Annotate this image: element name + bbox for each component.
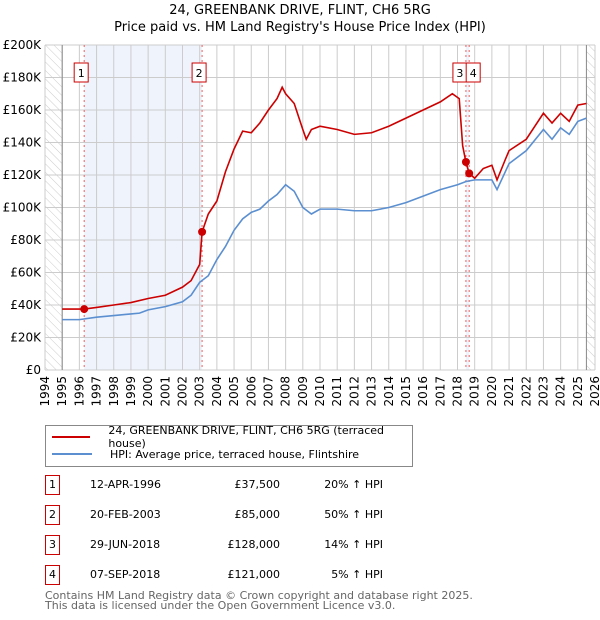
y-tick-label: £140K — [3, 136, 43, 150]
legend: 24, GREENBANK DRIVE, FLINT, CH6 5RG (ter… — [45, 424, 413, 467]
sale-label-text: 4 — [470, 67, 477, 80]
x-tick-label: 2012 — [347, 376, 361, 407]
y-tick-label: £0 — [26, 363, 41, 377]
x-tick-label: 2026 — [588, 376, 600, 407]
sale-hpi-diff: 14% ↑ HPI — [324, 538, 383, 551]
x-tick-label: 2001 — [158, 376, 172, 407]
y-tick-label: £200K — [3, 38, 43, 52]
sale-number: 2 — [45, 505, 60, 525]
sale-price: £85,000 — [234, 508, 281, 521]
x-tick-label: 2021 — [502, 376, 516, 407]
x-tick-label: 2022 — [519, 376, 533, 407]
x-tick-label: 2025 — [571, 376, 585, 407]
y-tick-label: £20K — [10, 331, 42, 345]
sale-row: 2 20-FEB-2003 £85,000 50% ↑ HPI — [45, 505, 425, 525]
sale-point — [465, 169, 474, 178]
x-tick-label: 1995 — [55, 376, 69, 407]
sale-label-box — [73, 62, 89, 83]
x-tick-label: 2007 — [261, 376, 275, 407]
sale-price: £37,500 — [234, 478, 281, 491]
legend-blue-line — [52, 453, 92, 455]
chart-subtitle: Price paid vs. HM Land Registry's House … — [114, 20, 486, 35]
property-price-line — [62, 85, 587, 310]
y-tick-label: £120K — [3, 168, 43, 182]
y-tick-label: £60K — [10, 266, 42, 280]
sale-hpi-diff: 50% ↑ HPI — [324, 508, 383, 521]
y-tick-label: £40K — [10, 298, 42, 312]
x-tick-label: 2005 — [227, 376, 241, 407]
hpi-line — [62, 117, 587, 321]
x-tick-label: 2006 — [244, 376, 258, 407]
x-tick-label: 2015 — [399, 376, 413, 407]
x-tick-label: 2009 — [296, 376, 310, 407]
sale-row: 3 29-JUN-2018 £128,000 14% ↑ HPI — [45, 535, 425, 555]
legend-property: 24, GREENBANK DRIVE, FLINT, CH6 5RG (ter… — [108, 424, 384, 450]
x-tick-label: 2019 — [468, 376, 482, 407]
x-tick-label: 2011 — [330, 376, 344, 407]
sale-label-box — [465, 62, 481, 83]
x-tick-label: 1999 — [124, 376, 138, 407]
x-tick-label: 2014 — [382, 376, 396, 407]
y-tick-label: £80K — [10, 233, 42, 247]
chart-title: 24, GREENBANK DRIVE, FLINT, CH6 5RG — [169, 3, 431, 18]
footer: Contains HM Land Registry data © Crown c… — [45, 589, 473, 612]
sale-date: 20-FEB-2003 — [90, 508, 161, 521]
sale-point — [80, 305, 89, 314]
x-tick-label: 1998 — [107, 376, 121, 407]
x-tick-label: 2018 — [451, 376, 465, 407]
y-tick-label: £100K — [3, 201, 43, 215]
x-tick-label: 2024 — [554, 376, 568, 407]
x-tick-label: 2016 — [416, 376, 430, 407]
sale-date: 12-APR-1996 — [90, 478, 162, 491]
sale-row: 1 12-APR-1996 £37,500 20% ↑ HPI — [45, 475, 425, 495]
x-tick-label: 2003 — [193, 376, 207, 407]
footer-line1: Contains HM Land Registry data © Crown c… — [45, 589, 473, 602]
x-tick-label: 2004 — [210, 376, 224, 407]
sale-point — [461, 158, 470, 166]
legend-red-line — [52, 436, 91, 438]
x-tick-label: 2000 — [141, 376, 155, 407]
sale-point — [198, 227, 207, 236]
sale-price: £121,000 — [227, 568, 281, 581]
x-tick-label: 2023 — [536, 376, 550, 407]
sale-label-box — [191, 62, 207, 83]
x-tick-label: 1996 — [72, 376, 86, 407]
sale-label-text: 1 — [78, 67, 85, 80]
y-tick-label: £180K — [3, 71, 43, 85]
x-tick-label: 1997 — [90, 376, 104, 407]
sale-number: 3 — [45, 535, 60, 555]
x-tick-label: 2010 — [313, 376, 327, 407]
sale-date: 29-JUN-2018 — [90, 538, 161, 551]
sale-number: 4 — [45, 565, 60, 585]
sale-hpi-diff: 20% ↑ HPI — [324, 478, 383, 491]
x-tick-label: 2002 — [176, 376, 190, 407]
sale-row: 4 07-SEP-2018 £121,000 5% ↑ HPI — [45, 565, 425, 585]
sale-number: 1 — [45, 475, 60, 495]
sale-date: 07-SEP-2018 — [90, 568, 161, 581]
y-tick-label: £160K — [3, 103, 43, 117]
price-chart: £0 £20K £40K £60K £80K £100K £120K £140K £160K £1… — [3, 38, 600, 407]
sale-price: £128,000 — [227, 538, 281, 551]
x-tick-label: 1994 — [38, 376, 52, 407]
x-tick-label: 2013 — [365, 376, 379, 407]
sale-hpi-diff: 5% ↑ HPI — [331, 568, 383, 581]
x-tick-label: 2020 — [485, 376, 499, 407]
footer-line2: This data is licensed under the Open Gov… — [45, 599, 396, 612]
x-tick-label: 2008 — [279, 376, 293, 407]
sale-label-text: 3 — [456, 67, 463, 80]
x-tick-label: 2017 — [433, 376, 447, 407]
sale-label-text: 2 — [196, 67, 203, 80]
legend-hpi: HPI: Average price, terraced house, Flin… — [110, 447, 360, 461]
